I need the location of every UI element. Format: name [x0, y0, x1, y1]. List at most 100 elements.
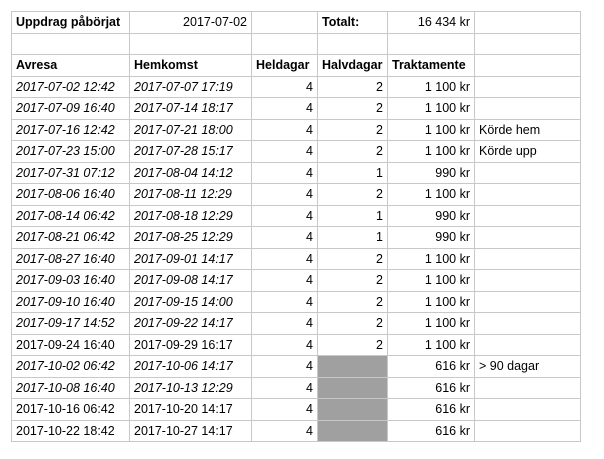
started-date-cell[interactable]: 2017-07-02 [129, 11, 252, 34]
note-cell[interactable] [474, 376, 581, 399]
empty-cell[interactable] [474, 32, 581, 55]
empty-cell[interactable] [251, 11, 318, 34]
avresa-cell[interactable]: 2017-10-08 16:40 [11, 376, 130, 399]
total-value-cell[interactable]: 16 434 kr [387, 11, 475, 34]
note-cell[interactable]: > 90 dagar [474, 355, 581, 378]
avresa-cell[interactable]: 2017-09-10 16:40 [11, 290, 130, 313]
hemkomst-cell[interactable]: 2017-09-29 16:17 [129, 333, 252, 356]
hemkomst-cell[interactable]: 2017-09-08 14:17 [129, 269, 252, 292]
halvdagar-cell[interactable]: 2 [317, 97, 388, 120]
hemkomst-cell[interactable]: 2017-08-04 14:12 [129, 161, 252, 184]
avresa-cell[interactable]: 2017-10-16 06:42 [11, 398, 130, 421]
halvdagar-cell[interactable] [317, 398, 388, 421]
traktamente-cell[interactable]: 616 kr [387, 355, 475, 378]
note-cell[interactable] [474, 398, 581, 421]
halvdagar-cell[interactable]: 2 [317, 140, 388, 163]
total-label-cell[interactable]: Totalt: [317, 11, 388, 34]
traktamente-cell[interactable]: 1 100 kr [387, 140, 475, 163]
halvdagar-cell[interactable]: 2 [317, 290, 388, 313]
traktamente-cell[interactable]: 1 100 kr [387, 75, 475, 98]
heldagar-cell[interactable]: 4 [251, 183, 318, 206]
note-cell[interactable] [474, 333, 581, 356]
hemkomst-cell[interactable]: 2017-10-13 12:29 [129, 376, 252, 399]
avresa-cell[interactable]: 2017-08-14 06:42 [11, 204, 130, 227]
traktamente-cell[interactable]: 1 100 kr [387, 333, 475, 356]
note-cell[interactable] [474, 419, 581, 442]
avresa-cell[interactable]: 2017-07-09 16:40 [11, 97, 130, 120]
header-hemkomst[interactable]: Hemkomst [129, 54, 252, 77]
heldagar-cell[interactable]: 4 [251, 247, 318, 270]
note-cell[interactable] [474, 247, 581, 270]
hemkomst-cell[interactable]: 2017-08-11 12:29 [129, 183, 252, 206]
note-cell[interactable] [474, 75, 581, 98]
empty-cell[interactable] [129, 32, 252, 55]
halvdagar-cell[interactable]: 2 [317, 333, 388, 356]
note-cell[interactable] [474, 226, 581, 249]
traktamente-cell[interactable]: 1 100 kr [387, 290, 475, 313]
halvdagar-cell[interactable]: 2 [317, 75, 388, 98]
traktamente-cell[interactable]: 616 kr [387, 419, 475, 442]
heldagar-cell[interactable]: 4 [251, 269, 318, 292]
hemkomst-cell[interactable]: 2017-07-07 17:19 [129, 75, 252, 98]
avresa-cell[interactable]: 2017-10-22 18:42 [11, 419, 130, 442]
traktamente-cell[interactable]: 990 kr [387, 161, 475, 184]
halvdagar-cell[interactable]: 2 [317, 269, 388, 292]
heldagar-cell[interactable]: 4 [251, 419, 318, 442]
traktamente-cell[interactable]: 1 100 kr [387, 269, 475, 292]
note-cell[interactable] [474, 269, 581, 292]
heldagar-cell[interactable]: 4 [251, 118, 318, 141]
heldagar-cell[interactable]: 4 [251, 312, 318, 335]
empty-cell[interactable] [317, 32, 388, 55]
avresa-cell[interactable]: 2017-07-31 07:12 [11, 161, 130, 184]
traktamente-cell[interactable]: 1 100 kr [387, 312, 475, 335]
empty-cell[interactable] [387, 32, 475, 55]
header-traktamente[interactable]: Traktamente [387, 54, 475, 77]
heldagar-cell[interactable]: 4 [251, 204, 318, 227]
heldagar-cell[interactable]: 4 [251, 333, 318, 356]
note-cell[interactable]: Körde upp [474, 140, 581, 163]
traktamente-cell[interactable]: 990 kr [387, 204, 475, 227]
hemkomst-cell[interactable]: 2017-07-14 18:17 [129, 97, 252, 120]
avresa-cell[interactable]: 2017-09-03 16:40 [11, 269, 130, 292]
avresa-cell[interactable]: 2017-07-16 12:42 [11, 118, 130, 141]
started-label-cell[interactable]: Uppdrag påbörjat [11, 11, 130, 34]
hemkomst-cell[interactable]: 2017-09-22 14:17 [129, 312, 252, 335]
note-cell[interactable] [474, 204, 581, 227]
heldagar-cell[interactable]: 4 [251, 75, 318, 98]
heldagar-cell[interactable]: 4 [251, 140, 318, 163]
note-cell[interactable] [474, 290, 581, 313]
avresa-cell[interactable]: 2017-09-17 14:52 [11, 312, 130, 335]
halvdagar-cell[interactable]: 2 [317, 183, 388, 206]
header-avresa[interactable]: Avresa [11, 54, 130, 77]
hemkomst-cell[interactable]: 2017-10-27 14:17 [129, 419, 252, 442]
avresa-cell[interactable]: 2017-07-23 15:00 [11, 140, 130, 163]
halvdagar-cell[interactable] [317, 355, 388, 378]
hemkomst-cell[interactable]: 2017-08-18 12:29 [129, 204, 252, 227]
hemkomst-cell[interactable]: 2017-07-21 18:00 [129, 118, 252, 141]
avresa-cell[interactable]: 2017-10-02 06:42 [11, 355, 130, 378]
avresa-cell[interactable]: 2017-09-24 16:40 [11, 333, 130, 356]
hemkomst-cell[interactable]: 2017-07-28 15:17 [129, 140, 252, 163]
note-cell[interactable] [474, 312, 581, 335]
hemkomst-cell[interactable]: 2017-10-20 14:17 [129, 398, 252, 421]
heldagar-cell[interactable]: 4 [251, 226, 318, 249]
note-cell[interactable] [474, 97, 581, 120]
traktamente-cell[interactable]: 616 kr [387, 376, 475, 399]
halvdagar-cell[interactable]: 2 [317, 312, 388, 335]
halvdagar-cell[interactable]: 1 [317, 226, 388, 249]
heldagar-cell[interactable]: 4 [251, 355, 318, 378]
empty-cell[interactable] [11, 32, 130, 55]
halvdagar-cell[interactable]: 2 [317, 118, 388, 141]
heldagar-cell[interactable]: 4 [251, 398, 318, 421]
avresa-cell[interactable]: 2017-08-21 06:42 [11, 226, 130, 249]
hemkomst-cell[interactable]: 2017-09-15 14:00 [129, 290, 252, 313]
traktamente-cell[interactable]: 1 100 kr [387, 118, 475, 141]
traktamente-cell[interactable]: 616 kr [387, 398, 475, 421]
traktamente-cell[interactable]: 990 kr [387, 226, 475, 249]
hemkomst-cell[interactable]: 2017-10-06 14:17 [129, 355, 252, 378]
header-halvdagar[interactable]: Halvdagar [317, 54, 388, 77]
avresa-cell[interactable]: 2017-08-27 16:40 [11, 247, 130, 270]
halvdagar-cell[interactable] [317, 419, 388, 442]
traktamente-cell[interactable]: 1 100 kr [387, 247, 475, 270]
hemkomst-cell[interactable]: 2017-08-25 12:29 [129, 226, 252, 249]
